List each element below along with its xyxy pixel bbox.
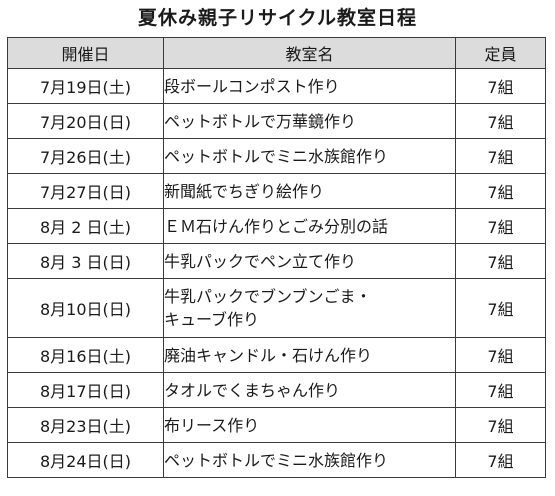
- table-row: 8月17日(日) タオルでくまちゃん作り 7組: [7, 372, 546, 408]
- table-row: 7月27日(日) 新聞紙でちぎり絵作り 7組: [7, 173, 546, 209]
- row-capacity: 7組: [455, 138, 546, 174]
- row-class-name: ＥＭ石けん作りとごみ分別の話: [163, 208, 456, 244]
- row-capacity: 7組: [455, 68, 546, 104]
- row-date: 8月 2 日(土): [7, 208, 164, 244]
- schedule-table: 開催日 教室名 定員 7月19日(土) 段ボールコンポスト作り 7組 7月20日…: [7, 37, 546, 478]
- row-date: 8月23日(土): [7, 407, 164, 443]
- row-class-name: ペットボトルでミニ水族館作り: [163, 138, 456, 174]
- row-date: 8月 3 日(日): [7, 243, 164, 279]
- row-class-name: 新聞紙でちぎり絵作り: [163, 173, 456, 209]
- row-date: 7月26日(土): [7, 138, 164, 174]
- class-name-line: 布リース作り: [164, 415, 260, 435]
- class-name-line: 廃油キャンドル・石けん作り: [164, 345, 373, 365]
- row-class-name: 段ボールコンポスト作り: [163, 68, 456, 104]
- class-name-line: 段ボールコンポスト作り: [164, 76, 340, 96]
- table-row: 7月20日(日) ペットボトルで万華鏡作り 7組: [7, 103, 546, 139]
- table-row: 7月19日(土) 段ボールコンポスト作り 7組: [7, 68, 546, 104]
- header-date: 開催日: [7, 37, 164, 69]
- table-row: 8月24日(日) ペットボトルでミニ水族館作り 7組: [7, 442, 546, 478]
- class-name-line: 牛乳パックでブンブンごま・: [164, 287, 372, 306]
- row-class-name: タオルでくまちゃん作り: [163, 372, 456, 408]
- row-date: 8月17日(日): [7, 372, 164, 408]
- table-row: 8月16日(土) 廃油キャンドル・石けん作り 7組: [7, 337, 546, 373]
- row-capacity: 7組: [455, 442, 546, 478]
- row-date: 8月24日(日): [7, 442, 164, 478]
- row-capacity: 7組: [455, 173, 546, 209]
- table-row: 8月10日(日) 牛乳パックでブンブンごま・ キューブ作り 7組: [7, 278, 546, 338]
- header-class-name: 教室名: [163, 37, 456, 69]
- row-capacity: 7組: [455, 278, 546, 338]
- table-row: 7月26日(土) ペットボトルでミニ水族館作り 7組: [7, 138, 546, 174]
- row-class-name: ペットボトルで万華鏡作り: [163, 103, 456, 139]
- row-class-name: 布リース作り: [163, 407, 456, 443]
- table-row: 8月 3 日(日) 牛乳パックでペン立て作り 7組: [7, 243, 546, 279]
- document-title: 夏休み親子リサイクル教室日程: [137, 7, 418, 29]
- row-class-name: ペットボトルでミニ水族館作り: [163, 442, 456, 478]
- row-date: 7月27日(日): [7, 173, 164, 209]
- row-date: 8月16日(土): [7, 337, 164, 373]
- table-row: 8月23日(土) 布リース作り 7組: [7, 407, 546, 443]
- class-name-line: ＥＭ石けん作りとごみ分別の話: [164, 216, 389, 236]
- row-capacity: 7組: [455, 337, 546, 373]
- row-capacity: 7組: [455, 103, 546, 139]
- row-capacity: 7組: [455, 243, 546, 279]
- header-capacity: 定員: [455, 37, 546, 69]
- table-row: 8月 2 日(土) ＥＭ石けん作りとごみ分別の話 7組: [7, 208, 546, 244]
- row-capacity: 7組: [455, 372, 546, 408]
- class-name-line: タオルでくまちゃん作り: [164, 380, 341, 400]
- row-date: 8月10日(日): [7, 278, 164, 338]
- class-name-line: 新聞紙でちぎり絵作り: [164, 181, 325, 201]
- table-header-row: 開催日 教室名 定員: [7, 37, 546, 69]
- class-name-line: キューブ作り: [164, 310, 260, 329]
- row-class-name: 牛乳パックでペン立て作り: [163, 243, 456, 279]
- row-class-name: 牛乳パックでブンブンごま・ キューブ作り: [163, 278, 456, 338]
- row-capacity: 7組: [455, 208, 546, 244]
- row-date: 7月19日(土): [7, 68, 164, 104]
- row-class-name: 廃油キャンドル・石けん作り: [163, 337, 456, 373]
- class-name-line: ペットボトルで万華鏡作り: [164, 111, 357, 131]
- row-date: 7月20日(日): [7, 103, 164, 139]
- class-name-line: ペットボトルでミニ水族館作り: [164, 146, 389, 166]
- class-name-line: ペットボトルでミニ水族館作り: [164, 450, 389, 470]
- row-capacity: 7組: [455, 407, 546, 443]
- class-name-line: 牛乳パックでペン立て作り: [164, 251, 357, 271]
